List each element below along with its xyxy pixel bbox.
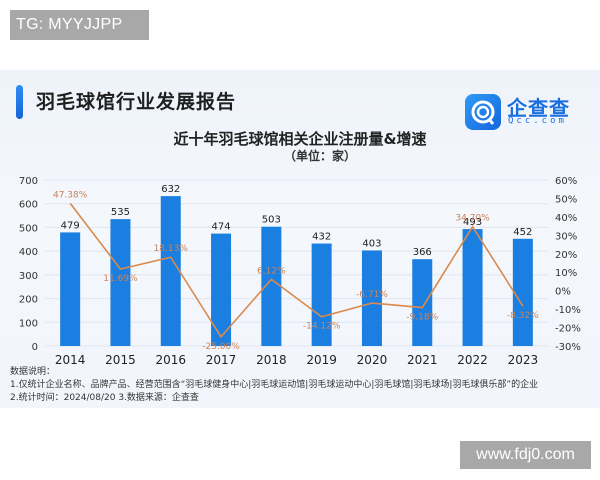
right-axis-tick: -30% (555, 342, 581, 353)
growth-rate-label: 47.38% (53, 190, 88, 200)
growth-rate-label: 6.12% (257, 266, 286, 276)
right-axis-tick: -10% (555, 305, 581, 316)
growth-rate-label: -6.71% (356, 290, 388, 300)
x-axis-label: 2022 (457, 353, 488, 367)
bar-value-label: 366 (413, 247, 432, 258)
chart-title: 近十年羽毛球馆相关企业注册量&增速 (173, 130, 427, 148)
x-axis-label: 2020 (357, 353, 388, 367)
right-axis-tick: 30% (555, 231, 577, 242)
left-axis-tick: 400 (19, 247, 38, 258)
left-axis-tick: 300 (19, 271, 38, 282)
chart-subtitle: （单位：家） (283, 149, 356, 163)
bar-2014 (60, 232, 81, 346)
notes-heading: 数据说明： (10, 367, 56, 377)
qcc-logo-icon (465, 94, 501, 130)
bar-value-label: 503 (262, 215, 281, 226)
x-axis-label: 2014 (55, 353, 86, 367)
data-notes: 数据说明： 1.仅统计企业名称、品牌产品、经营范围含“羽毛球健身中心|羽毛球运动… (10, 366, 538, 405)
right-axis-tick: 20% (555, 250, 577, 261)
bar-value-label: 535 (111, 207, 130, 218)
bar-2015 (110, 219, 131, 346)
watermark-top: TG: MYYJJPP (10, 10, 149, 40)
growth-rate-label: -25.00% (202, 342, 240, 352)
growth-rate-label: 11.69% (103, 274, 138, 284)
growth-rate-label: -14.12% (303, 322, 341, 332)
x-axis-label: 2017 (206, 353, 237, 367)
bar-2017 (211, 233, 232, 346)
growth-rate-label: -9.18% (406, 313, 438, 323)
watermark-bottom: www.fdj0.com (460, 441, 591, 469)
x-axis-label: 2021 (407, 353, 438, 367)
bar-2022 (462, 229, 483, 346)
growth-rate-label: -8.32% (507, 311, 539, 321)
notes-line-2: 2.统计时间：2024/08/20 3.数据来源：企查查 (10, 393, 199, 403)
bar-2023 (512, 238, 533, 346)
right-axis-tick: 50% (555, 194, 577, 205)
notes-line-1: 1.仅统计企业名称、品牌产品、经营范围含“羽毛球健身中心|羽毛球运动馆|羽毛球运… (10, 380, 539, 390)
left-axis-tick: 0 (32, 342, 38, 353)
bar-value-label: 452 (513, 227, 532, 238)
bar-2016 (160, 196, 181, 346)
growth-rate-label: 34.70% (455, 214, 490, 224)
bar-value-label: 403 (362, 238, 381, 249)
bar-2019 (311, 243, 332, 346)
bar-value-label: 479 (61, 220, 80, 231)
logo-domain: Qcc.com (508, 116, 567, 126)
bar-value-label: 474 (212, 222, 231, 233)
x-axis-label: 2015 (105, 353, 136, 367)
bar-2018 (261, 226, 282, 346)
left-axis-tick: 200 (19, 295, 38, 306)
right-axis-tick: 0% (555, 287, 571, 298)
logo-brand: 企查查 (507, 96, 570, 120)
x-axis-label: 2016 (155, 353, 186, 367)
left-axis-tick: 600 (19, 200, 38, 211)
x-axis-label: 2023 (508, 353, 539, 367)
right-axis-tick: -20% (555, 324, 581, 335)
right-axis-tick: 10% (555, 268, 577, 279)
right-axis-tick: 60% (555, 176, 577, 187)
x-axis-label: 2019 (306, 353, 337, 367)
report-title: 羽毛球馆行业发展报告 (36, 91, 237, 113)
bar-value-label: 632 (161, 184, 180, 195)
x-axis-label: 2018 (256, 353, 287, 367)
left-axis-tick: 700 (19, 176, 38, 187)
title-accent-bar (16, 85, 23, 119)
bar-value-label: 493 (463, 217, 482, 228)
report-panel: 羽毛球馆行业发展报告 企查查 Qcc.com 近十年羽毛球馆相关企业注册量&增速… (0, 70, 600, 408)
left-axis-tick: 100 (19, 318, 38, 329)
left-axis-tick: 500 (19, 223, 38, 234)
growth-rate-line (69, 202, 524, 339)
growth-rate-label: 18.13% (154, 244, 189, 254)
right-axis-tick: 40% (555, 213, 577, 224)
bar-value-label: 432 (312, 232, 331, 243)
bar-2021 (412, 259, 433, 346)
bar-2020 (361, 250, 382, 346)
